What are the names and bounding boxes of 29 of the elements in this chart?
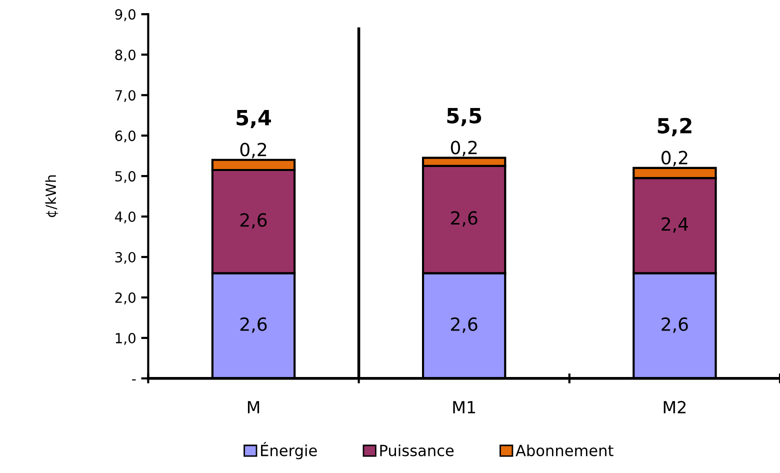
y-tick-label: 5,0 (115, 171, 136, 183)
x-tick-label: M (248, 401, 260, 414)
total-label: 5,4 (236, 110, 271, 128)
data-label: 2,6 (240, 213, 267, 229)
y-tick-label: 4,0 (114, 211, 136, 224)
total-label: 5,2 (658, 118, 692, 136)
y-tick-label: 3,0 (115, 252, 136, 264)
data-label: 2,6 (451, 211, 478, 227)
y-tick-label: - (132, 379, 136, 380)
y-tick-label: 2,0 (115, 292, 136, 304)
legend-label: Puissance (380, 444, 454, 456)
y-tick-label: 8,0 (115, 50, 136, 62)
y-tick-label: 9,0 (115, 9, 136, 22)
y-axis-title: ¢/kWh (45, 175, 58, 218)
data-label: 0,2 (662, 150, 688, 166)
legend-label: Abonnement (516, 444, 614, 456)
data-label: 2,6 (240, 317, 267, 333)
data-label: 0,2 (240, 142, 266, 158)
legend-label: Énergie (261, 442, 317, 460)
y-tick-label: 6,0 (115, 130, 136, 142)
total-label: 5,5 (447, 108, 482, 126)
data-label: 2,6 (662, 317, 688, 333)
x-tick-label: M2 (664, 400, 686, 414)
data-label: 0,2 (450, 140, 477, 156)
y-tick-label: 7,0 (115, 90, 136, 102)
x-tick-label: M1 (453, 401, 476, 414)
data-label: 2,6 (451, 317, 478, 333)
data-label: 2,4 (662, 217, 688, 233)
y-tick-label: 1,0 (116, 332, 136, 345)
